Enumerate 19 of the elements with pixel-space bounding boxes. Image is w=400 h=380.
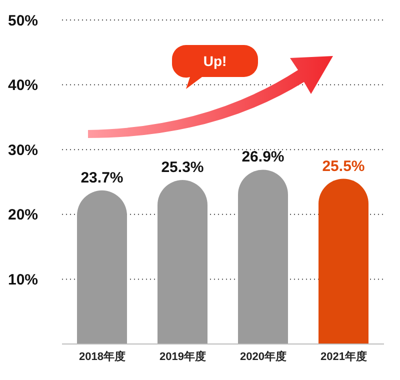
y-tick-label: 40% <box>8 77 38 94</box>
bar <box>158 180 208 344</box>
bar <box>77 190 127 344</box>
x-tick-label: 2018年度 <box>79 350 126 363</box>
y-tick-label: 50% <box>8 12 38 30</box>
y-tick-label: 10% <box>8 272 38 289</box>
y-tick-label: 20% <box>8 206 38 224</box>
annotation: Up! <box>203 53 227 69</box>
y-tick-label: 30% <box>8 142 38 159</box>
data-label: 25.5% <box>322 158 365 175</box>
bar <box>238 170 288 344</box>
x-tick-label: 2020年度 <box>240 350 286 363</box>
x-tick-label: 2021年度 <box>320 350 367 363</box>
x-tick-label: 2019年度 <box>160 350 206 363</box>
data-label: 25.3% <box>161 159 204 176</box>
bar <box>318 178 368 344</box>
data-label: 23.7% <box>80 169 124 186</box>
data-label: 26.9% <box>242 148 284 166</box>
speech-bubble: Up! <box>172 45 258 89</box>
